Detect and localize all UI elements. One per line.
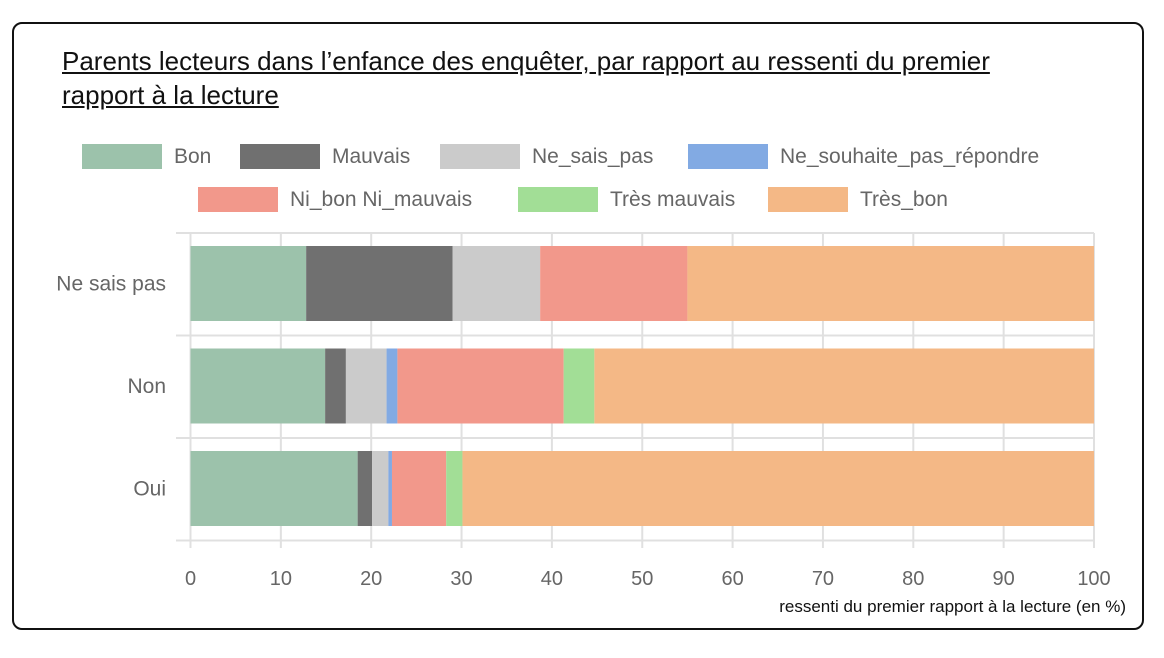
x-tick-label: 80	[902, 568, 924, 590]
legend-swatch	[768, 187, 848, 212]
bar-segment-tr-s-mauvais	[563, 348, 595, 424]
legend-swatch	[688, 144, 768, 169]
bar-segment-mauvais	[357, 451, 373, 526]
x-tick-label: 60	[721, 568, 743, 590]
legend-item[interactable]: Ne_sais_pas	[440, 144, 653, 169]
bar-segment-mauvais	[306, 246, 453, 321]
legend-label: Très_bon	[860, 187, 948, 211]
x-tick-label: 40	[541, 568, 563, 590]
legend-label: Ne_souhaite_pas_répondre	[780, 144, 1040, 168]
bar-segment-bon	[190, 246, 307, 321]
legend-item[interactable]: Ni_bon Ni_mauvais	[198, 187, 472, 212]
legend-swatch	[440, 144, 520, 169]
legend-swatch	[198, 187, 278, 212]
y-tick-label: Non	[127, 375, 166, 398]
legend-label: Très mauvais	[610, 187, 736, 211]
bar-segment-ne-sais-pas	[452, 246, 541, 321]
x-tick-label: 20	[360, 568, 382, 590]
x-tick-label: 30	[450, 568, 472, 590]
x-tick-label: 0	[185, 568, 196, 590]
legend-label: Mauvais	[332, 144, 411, 168]
bar-segment-ne-sais-pas	[372, 451, 389, 526]
chart-title: Parents lecteurs dans l’enfance des enqu…	[62, 46, 990, 110]
y-tick-label: Oui	[133, 478, 166, 501]
bar-segment-bon	[190, 348, 326, 424]
x-tick-label: 90	[993, 568, 1015, 590]
bar-segment-tr-s-mauvais	[446, 451, 463, 526]
legend-swatch	[240, 144, 320, 169]
legend-item[interactable]: Ne_souhaite_pas_répondre	[688, 144, 1039, 169]
bar-segment-ne-souhaite-pas-r-pondre	[386, 348, 398, 424]
legend-label: Bon	[174, 144, 212, 168]
legend-item[interactable]: Bon	[82, 144, 211, 169]
x-tick-label: 50	[631, 568, 653, 590]
legend-swatch	[518, 187, 598, 212]
y-tick-label: Ne sais pas	[56, 273, 166, 296]
bar-segment-bon	[190, 451, 358, 526]
bar-segment-tr-s-bon	[462, 451, 1094, 526]
bar-segment-ni-bon-ni-mauvais	[540, 246, 688, 321]
bar-segment-mauvais	[325, 348, 346, 424]
x-tick-label: 100	[1077, 568, 1110, 590]
legend-item[interactable]: Mauvais	[240, 144, 410, 169]
bar-segment-tr-s-bon	[687, 246, 1094, 321]
legend-label: Ni_bon Ni_mauvais	[290, 187, 473, 211]
legend-item[interactable]: Très_bon	[768, 187, 948, 212]
x-axis-label: ressenti du premier rapport à la lecture…	[779, 597, 1126, 616]
bar-segment-tr-s-bon	[594, 348, 1094, 424]
bar-segment-ne-souhaite-pas-r-pondre	[388, 451, 392, 526]
legend-item[interactable]: Très mauvais	[518, 187, 735, 212]
bar-segment-ni-bon-ni-mauvais	[397, 348, 564, 424]
x-tick-label: 10	[270, 568, 292, 590]
legend-label: Ne_sais_pas	[532, 144, 654, 168]
bar-segment-ni-bon-ni-mauvais	[391, 451, 447, 526]
x-tick-label: 70	[812, 568, 834, 590]
legend-swatch	[82, 144, 162, 169]
bar-segment-ne-sais-pas	[345, 348, 387, 424]
chart-frame	[12, 22, 1144, 630]
